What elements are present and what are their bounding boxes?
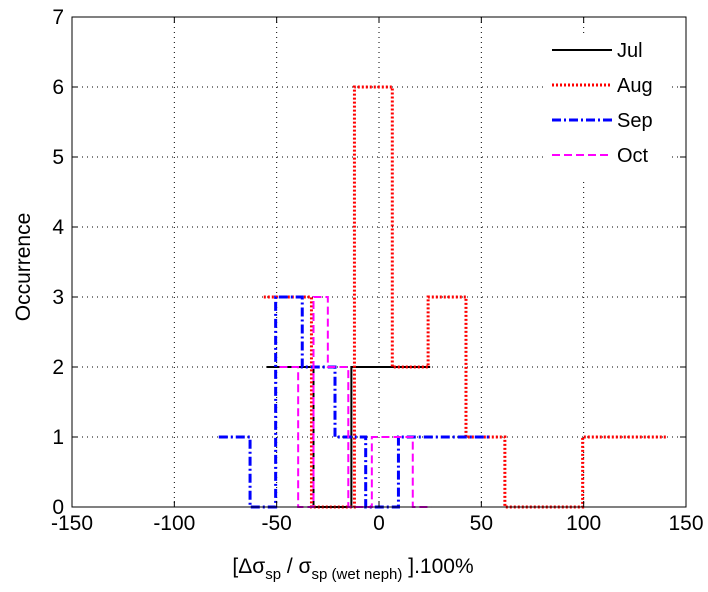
legend-label-sep: Sep bbox=[617, 110, 653, 132]
x-tick-label: -150 bbox=[51, 512, 93, 535]
x-tick-label: -100 bbox=[153, 512, 195, 535]
legend-label-oct: Oct bbox=[617, 145, 649, 167]
y-tick-label: 7 bbox=[52, 6, 64, 29]
legend-box bbox=[546, 34, 669, 179]
x-tick-label: 150 bbox=[668, 512, 703, 535]
y-tick-label: 0 bbox=[52, 496, 64, 519]
legend-label-aug: Aug bbox=[617, 75, 653, 97]
y-tick-label: 6 bbox=[52, 76, 64, 99]
y-tick-label: 1 bbox=[52, 426, 64, 449]
ticks: -150 -100 -50 0 50 100 150 0 1 2 3 4 5 6 7 bbox=[51, 6, 704, 535]
x-tick-label: -50 bbox=[261, 512, 291, 535]
x-tick-label: 0 bbox=[373, 512, 385, 535]
grid bbox=[72, 17, 686, 507]
y-tick-label: 5 bbox=[52, 146, 64, 169]
y-axis-label: Occurrence bbox=[12, 213, 35, 322]
y-tick-label: 2 bbox=[52, 356, 64, 379]
x-tick-label: 50 bbox=[470, 512, 493, 535]
x-tick-label: 100 bbox=[566, 512, 601, 535]
legend-label-jul: Jul bbox=[617, 40, 643, 62]
y-tick-label: 3 bbox=[52, 286, 64, 309]
x-axis-label: [Δσsp / σsp (wet neph) ].100% bbox=[232, 555, 473, 583]
legend: Jul Aug Sep Oct bbox=[546, 34, 669, 179]
y-tick-label: 4 bbox=[52, 216, 64, 239]
